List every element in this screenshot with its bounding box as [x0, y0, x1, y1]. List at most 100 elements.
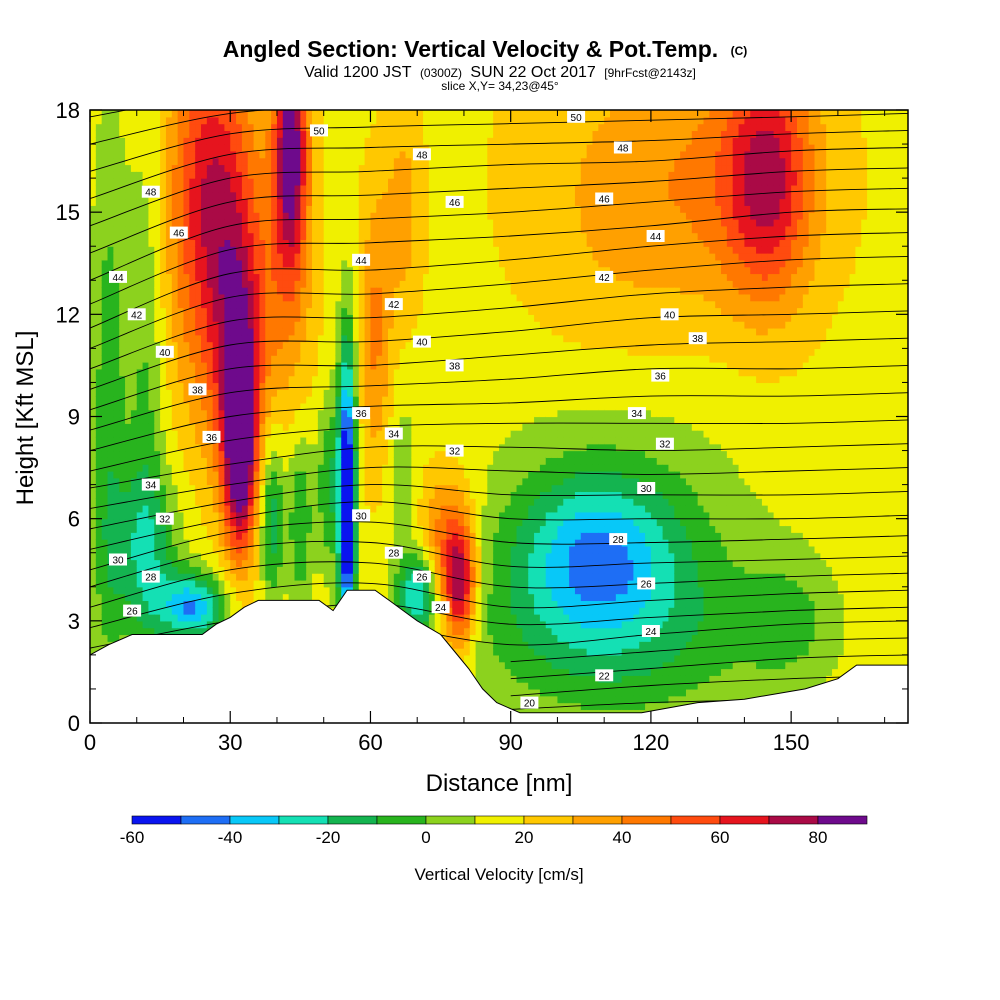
- velocity-cell: [171, 164, 179, 172]
- velocity-cell: [201, 545, 208, 554]
- velocity-cell: [130, 545, 138, 554]
- velocity-cell: [405, 232, 412, 241]
- velocity-cell: [393, 253, 401, 261]
- velocity-cell: [323, 341, 331, 349]
- velocity-cell: [259, 396, 266, 404]
- velocity-cell: [317, 184, 325, 193]
- velocity-cell: [206, 600, 214, 608]
- velocity-cell: [352, 491, 360, 499]
- velocity-cell: [247, 552, 255, 561]
- velocity-cell: [130, 362, 138, 370]
- velocity-cell: [276, 362, 284, 370]
- velocity-cell: [405, 539, 412, 547]
- velocity-cell: [119, 402, 126, 411]
- velocity-cell: [323, 225, 331, 234]
- velocity-cell: [241, 450, 249, 458]
- velocity-cell: [212, 150, 220, 159]
- velocity-cell: [171, 314, 179, 322]
- velocity-cell: [282, 477, 290, 486]
- velocity-cell: [364, 573, 372, 581]
- velocity-cell: [341, 184, 348, 193]
- velocity-cell: [241, 116, 249, 125]
- velocity-cell: [376, 327, 383, 336]
- velocity-cell: [165, 532, 173, 540]
- velocity-cell: [183, 341, 190, 349]
- velocity-cell: [236, 525, 243, 533]
- velocity-cell: [259, 389, 266, 397]
- velocity-cell: [393, 423, 401, 431]
- velocity-cell: [347, 171, 354, 179]
- velocity-cell: [271, 287, 278, 295]
- velocity-cell: [247, 545, 255, 554]
- velocity-cell: [107, 614, 114, 622]
- velocity-cell: [218, 123, 225, 132]
- velocity-cell: [247, 232, 255, 241]
- velocity-cell: [154, 273, 161, 281]
- velocity-cell: [393, 566, 401, 574]
- velocity-cell: [329, 355, 336, 363]
- velocity-cell: [347, 348, 354, 356]
- velocity-cell: [393, 157, 401, 166]
- velocity-cell: [358, 436, 366, 445]
- velocity-cell: [376, 484, 383, 493]
- velocity-cell: [107, 545, 114, 554]
- velocity-cell: [224, 307, 231, 315]
- velocity-cell: [300, 566, 307, 574]
- velocity-cell: [171, 157, 179, 166]
- velocity-cell: [341, 150, 348, 159]
- velocity-cell: [101, 314, 109, 322]
- velocity-cell: [329, 205, 336, 213]
- velocity-cell: [189, 518, 196, 527]
- velocity-cell: [259, 205, 266, 213]
- velocity-cell: [130, 375, 138, 384]
- velocity-cell: [236, 450, 243, 458]
- velocity-cell: [142, 375, 150, 384]
- velocity-cell: [294, 144, 301, 152]
- velocity-cell: [382, 586, 389, 595]
- velocity-cell: [95, 212, 103, 220]
- velocity-cell: [236, 178, 243, 186]
- velocity-cell: [317, 287, 325, 295]
- velocity-cell: [241, 511, 249, 520]
- velocity-cell: [358, 389, 366, 397]
- velocity-cell: [90, 620, 97, 629]
- velocity-cell: [201, 287, 208, 295]
- velocity-cell: [352, 375, 360, 384]
- velocity-cell: [341, 110, 348, 118]
- velocity-cell: [113, 314, 120, 322]
- velocity-cell: [107, 498, 114, 506]
- velocity-cell: [335, 157, 342, 166]
- velocity-cell: [271, 144, 278, 152]
- velocity-cell: [206, 253, 214, 261]
- velocity-cell: [201, 579, 208, 588]
- velocity-cell: [399, 600, 407, 608]
- velocity-cell: [125, 218, 132, 227]
- velocity-cell: [341, 477, 348, 486]
- velocity-cell: [312, 259, 319, 268]
- velocity-cell: [294, 545, 301, 554]
- velocity-cell: [212, 491, 220, 499]
- velocity-cell: [271, 559, 278, 567]
- velocity-cell: [341, 430, 348, 438]
- velocity-cell: [382, 116, 389, 125]
- velocity-cell: [294, 164, 301, 172]
- velocity-cell: [306, 409, 313, 418]
- velocity-cell: [201, 307, 208, 315]
- velocity-cell: [347, 566, 354, 574]
- velocity-cell: [154, 293, 161, 302]
- velocity-cell: [142, 259, 150, 268]
- subtitle-valid: Valid 1200 JST: [304, 64, 412, 81]
- velocity-cell: [405, 518, 412, 527]
- velocity-cell: [271, 259, 278, 268]
- velocity-cell: [236, 273, 243, 281]
- velocity-cell: [306, 396, 313, 404]
- velocity-cell: [341, 171, 348, 179]
- velocity-cell: [329, 539, 336, 547]
- velocity-cell: [160, 246, 167, 254]
- velocity-cell: [399, 362, 407, 370]
- velocity-cell: [142, 137, 150, 145]
- velocity-cell: [183, 253, 190, 261]
- velocity-cell: [259, 246, 266, 254]
- velocity-cell: [136, 150, 144, 159]
- velocity-cell: [312, 498, 319, 506]
